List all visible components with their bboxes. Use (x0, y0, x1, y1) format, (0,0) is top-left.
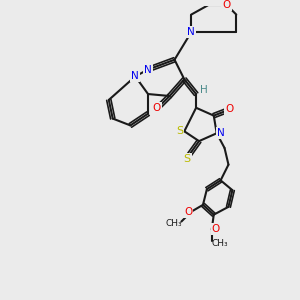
Text: N: N (217, 128, 224, 138)
Text: O: O (225, 104, 234, 114)
Text: O: O (222, 0, 231, 10)
Text: O: O (184, 207, 192, 217)
Text: CH₃: CH₃ (165, 219, 182, 228)
Text: S: S (184, 154, 191, 164)
Text: O: O (153, 103, 161, 113)
Text: CH₃: CH₃ (211, 238, 228, 247)
Text: N: N (187, 27, 195, 37)
Text: N: N (131, 71, 139, 81)
Text: S: S (176, 126, 183, 136)
Text: H: H (200, 85, 208, 95)
Text: N: N (144, 64, 152, 74)
Text: O: O (212, 224, 220, 234)
